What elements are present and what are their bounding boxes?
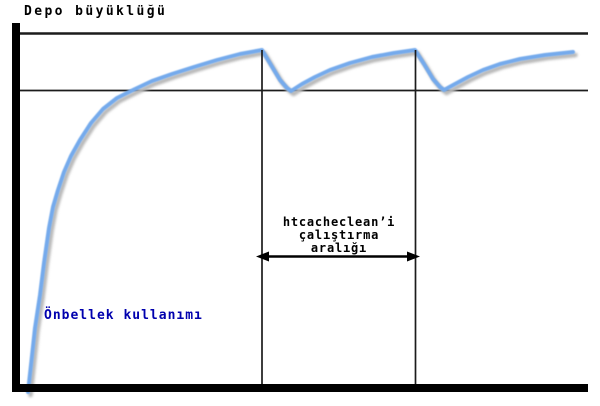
interval-label-line-2: çalıştırma: [298, 228, 380, 242]
y-axis-title: Depo büyüklüğü: [24, 4, 168, 19]
interval-label-line-1: htcacheclean’i: [282, 215, 396, 229]
arrowhead-left-icon: [256, 251, 269, 262]
interval-label: htcacheclean’i çalıştırma aralığı: [262, 216, 416, 255]
axes: [12, 23, 588, 392]
interval-label-line-3: aralığı: [310, 241, 368, 255]
cache-usage-curve: [26, 48, 575, 394]
curve-label: Önbellek kullanımı: [44, 308, 203, 323]
arrowhead-right-icon: [407, 251, 420, 262]
